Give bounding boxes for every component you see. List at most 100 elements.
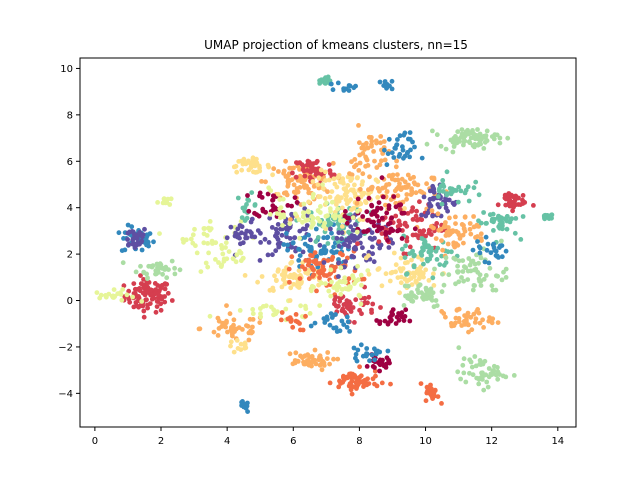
data-point — [326, 162, 332, 168]
data-point — [239, 167, 245, 173]
data-point — [322, 196, 328, 201]
data-point — [397, 181, 402, 187]
data-point — [380, 185, 385, 191]
data-point — [201, 226, 207, 231]
data-point — [386, 203, 392, 209]
data-point — [448, 191, 454, 197]
data-point — [418, 250, 424, 256]
x-tick-label: 8 — [356, 436, 362, 447]
data-point — [430, 195, 436, 201]
data-point — [472, 320, 478, 325]
data-point — [390, 307, 396, 312]
data-point — [470, 134, 476, 140]
data-point — [228, 339, 234, 345]
data-point — [356, 168, 362, 173]
data-point — [275, 222, 281, 227]
data-point — [371, 223, 377, 229]
data-point — [165, 290, 171, 296]
data-point — [313, 361, 319, 367]
data-point — [439, 401, 444, 406]
data-point — [500, 216, 506, 222]
data-point — [131, 236, 136, 242]
data-point — [287, 279, 292, 285]
data-point — [133, 269, 139, 275]
y-axis: −4 −2 0 2 4 6 8 10 — [58, 64, 80, 400]
data-point — [493, 253, 499, 258]
data-point — [341, 375, 346, 381]
data-point — [387, 173, 392, 178]
data-point — [351, 275, 356, 281]
data-point — [302, 206, 308, 212]
data-point — [129, 224, 135, 230]
data-point — [162, 299, 168, 305]
data-point — [314, 158, 320, 164]
data-point — [327, 194, 333, 200]
data-point — [276, 169, 281, 174]
data-point — [290, 324, 296, 330]
data-point — [385, 151, 391, 157]
data-point — [317, 362, 323, 368]
data-point — [513, 216, 519, 221]
data-point — [281, 275, 287, 280]
data-point — [300, 163, 306, 169]
data-point — [308, 169, 313, 175]
data-point — [364, 346, 370, 351]
data-point — [369, 203, 375, 209]
data-point — [424, 181, 429, 187]
data-point — [119, 297, 125, 303]
data-point — [395, 193, 401, 199]
data-point — [297, 235, 302, 241]
data-point — [397, 266, 403, 272]
data-point — [461, 370, 467, 376]
data-point — [311, 272, 317, 278]
data-point — [260, 304, 266, 309]
data-point — [249, 230, 254, 236]
data-point — [456, 258, 462, 264]
data-point — [472, 354, 478, 359]
data-point — [297, 321, 302, 326]
data-point — [234, 338, 240, 343]
data-point — [284, 231, 289, 236]
data-point — [120, 260, 126, 266]
data-point — [355, 382, 361, 388]
data-point — [344, 201, 350, 207]
data-point — [233, 259, 239, 265]
data-point — [355, 209, 360, 214]
data-point — [443, 255, 449, 261]
data-point — [205, 241, 211, 246]
data-point — [289, 259, 295, 265]
data-point — [237, 308, 243, 313]
data-point — [323, 281, 328, 286]
data-point — [352, 157, 358, 162]
data-point — [242, 218, 248, 224]
data-point — [348, 301, 353, 306]
data-point — [376, 200, 382, 206]
data-point — [121, 283, 127, 289]
data-point — [483, 221, 489, 226]
data-point — [470, 127, 475, 133]
data-point — [309, 283, 315, 289]
data-point — [398, 274, 404, 280]
data-point — [340, 224, 345, 229]
data-point — [103, 293, 108, 298]
data-point — [297, 228, 303, 234]
data-point — [456, 319, 462, 325]
data-point — [480, 370, 485, 376]
data-point — [457, 139, 462, 144]
data-point — [333, 312, 338, 317]
data-point — [366, 294, 372, 300]
y-tick-label: 10 — [60, 64, 73, 75]
data-point — [393, 200, 399, 206]
data-point — [423, 233, 428, 239]
data-point — [325, 350, 331, 355]
data-point — [342, 279, 348, 285]
data-point — [240, 327, 245, 332]
data-point — [475, 127, 480, 132]
data-point — [371, 219, 376, 225]
data-point — [291, 182, 297, 188]
data-point — [146, 243, 152, 249]
data-point — [395, 228, 400, 234]
data-point — [431, 185, 436, 191]
data-point — [419, 257, 425, 262]
data-point — [295, 160, 300, 166]
